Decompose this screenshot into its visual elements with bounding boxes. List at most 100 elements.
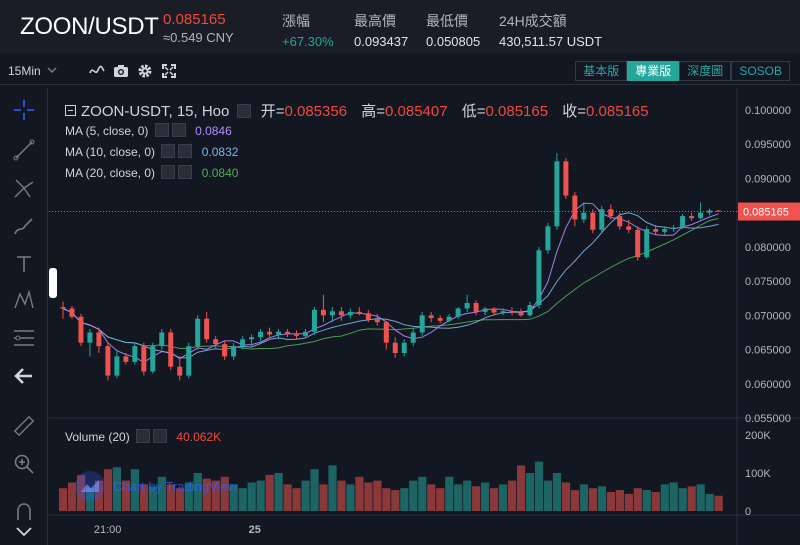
price-tick-label: 0.090000 bbox=[745, 173, 791, 185]
volume-bar bbox=[346, 484, 355, 511]
fib-icon[interactable] bbox=[12, 326, 36, 350]
candle-body bbox=[491, 308, 497, 313]
open-value: 0.085356 bbox=[284, 103, 348, 120]
volume-bar bbox=[328, 465, 337, 511]
candle-body bbox=[320, 309, 326, 316]
ma20-legend: MA (20, close, 0) 0.0840 bbox=[65, 165, 238, 180]
ma5-label: MA (5, close, 0) bbox=[65, 124, 149, 138]
panel-resize-handle[interactable] bbox=[49, 268, 57, 298]
volume-bar bbox=[463, 480, 472, 511]
chevron-down-icon bbox=[47, 67, 57, 74]
price-tick-label: 0.065000 bbox=[745, 345, 791, 357]
volume-bar bbox=[651, 492, 660, 511]
line-chart-icon[interactable] bbox=[89, 63, 105, 79]
ruler-icon[interactable] bbox=[12, 414, 36, 438]
volume-bar bbox=[660, 484, 669, 511]
pitchfork-icon[interactable] bbox=[12, 176, 36, 200]
interval-select[interactable]: 15Min bbox=[8, 64, 57, 78]
gear-icon[interactable] bbox=[236, 104, 251, 118]
candle-body bbox=[392, 342, 398, 353]
candle-body bbox=[159, 332, 165, 347]
candle-body bbox=[500, 311, 506, 313]
view-depth-button[interactable]: 深度圖 bbox=[679, 61, 732, 81]
cny-price: ≈0.549 CNY bbox=[163, 30, 234, 45]
view-basic-button[interactable]: 基本版 bbox=[575, 61, 628, 81]
price-chart[interactable]: 0.1000000.0950000.0900000.0850000.080000… bbox=[49, 88, 800, 545]
low-value: 0.085165 bbox=[485, 103, 549, 120]
candle-body bbox=[249, 337, 255, 340]
volume-bar bbox=[94, 480, 104, 511]
collapse-icon[interactable] bbox=[65, 105, 76, 116]
candle-body bbox=[383, 322, 389, 343]
crosshair-icon[interactable] bbox=[12, 98, 36, 122]
candle-body bbox=[123, 356, 129, 362]
volume-bar bbox=[220, 476, 229, 511]
close-icon[interactable] bbox=[178, 144, 193, 158]
price-tick-label: 0.095000 bbox=[745, 139, 791, 151]
fullscreen-icon[interactable] bbox=[161, 63, 177, 79]
ma10-legend: MA (10, close, 0) 0.0832 bbox=[65, 144, 238, 159]
price-tick-label: 0.070000 bbox=[745, 310, 791, 322]
ma5-legend: MA (5, close, 0) 0.0846 bbox=[65, 123, 232, 138]
volume-bar bbox=[238, 488, 247, 511]
candle-body bbox=[338, 311, 344, 316]
candle-body bbox=[78, 316, 84, 343]
trend-line-icon[interactable] bbox=[12, 138, 36, 162]
close-icon[interactable] bbox=[171, 123, 186, 137]
volume-bar bbox=[157, 476, 166, 511]
magnet-icon[interactable] bbox=[12, 498, 36, 522]
volume-value: 40.062K bbox=[176, 430, 222, 444]
chart-area[interactable]: 0.1000000.0950000.0900000.0850000.080000… bbox=[49, 88, 800, 545]
candle-body bbox=[132, 346, 138, 362]
volume-tick-label: 200K bbox=[745, 430, 771, 442]
candle-body bbox=[455, 308, 461, 317]
tradingview-watermark[interactable]: Chart by TradingView bbox=[75, 471, 237, 501]
stat-value: 430,511.57 USDT bbox=[499, 34, 603, 49]
volume-tick-label: 100K bbox=[745, 468, 771, 480]
gear-icon[interactable] bbox=[161, 144, 176, 158]
ma20-value: 0.0840 bbox=[201, 166, 239, 180]
view-sosob-button[interactable]: SOSOB bbox=[731, 61, 790, 81]
volume-bar bbox=[292, 488, 301, 511]
candle-body bbox=[482, 308, 488, 312]
time-tick-label: 21:00 bbox=[94, 524, 122, 536]
candle-body bbox=[96, 332, 102, 347]
zoom-in-icon[interactable] bbox=[12, 452, 36, 476]
pattern-icon[interactable] bbox=[12, 288, 36, 312]
view-pro-button[interactable]: 專業版 bbox=[627, 61, 680, 81]
gear-icon[interactable] bbox=[161, 165, 176, 179]
volume-bar bbox=[202, 478, 211, 511]
close-icon[interactable] bbox=[153, 429, 168, 443]
stat-high: 最高價 0.093437 bbox=[354, 11, 408, 49]
candle-body bbox=[213, 339, 219, 345]
volume-bar bbox=[382, 488, 391, 511]
volume-bar bbox=[418, 476, 427, 511]
ma20-label: MA (20, close, 0) bbox=[65, 166, 156, 180]
volume-bar bbox=[687, 486, 696, 511]
price-tick-label: 0.075000 bbox=[745, 276, 791, 288]
gear-icon[interactable] bbox=[136, 429, 151, 443]
close-icon[interactable] bbox=[178, 165, 193, 179]
volume-bar bbox=[373, 480, 382, 511]
volume-bar bbox=[579, 484, 589, 511]
gear-icon[interactable] bbox=[154, 123, 169, 137]
back-arrow-icon[interactable] bbox=[12, 364, 36, 388]
gear-icon[interactable] bbox=[137, 63, 153, 79]
volume-bar bbox=[705, 493, 714, 511]
price-tick-label: 0.060000 bbox=[745, 379, 791, 391]
low-label: 低= bbox=[461, 103, 486, 120]
chevron-down-icon[interactable] bbox=[12, 520, 36, 544]
candle-body bbox=[419, 315, 425, 333]
brush-icon[interactable] bbox=[12, 214, 36, 238]
candle-body bbox=[446, 316, 452, 321]
volume-bar bbox=[633, 488, 642, 511]
ma10-label: MA (10, close, 0) bbox=[65, 145, 156, 159]
candle-body bbox=[105, 346, 111, 376]
volume-label: Volume (20) bbox=[65, 430, 130, 444]
stat-label: 漲幅 bbox=[282, 13, 310, 29]
text-icon[interactable] bbox=[12, 252, 36, 276]
volume-bar bbox=[570, 490, 580, 511]
volume-bar bbox=[472, 486, 481, 511]
camera-icon[interactable] bbox=[113, 63, 129, 79]
volume-bar bbox=[445, 476, 454, 511]
